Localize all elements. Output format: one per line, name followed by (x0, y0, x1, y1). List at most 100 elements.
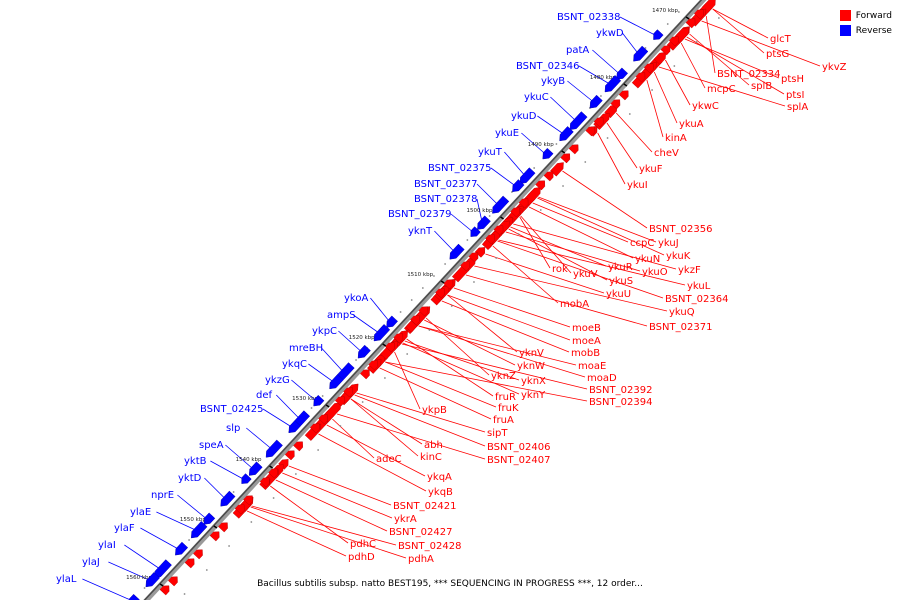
gene-dot (310, 407, 313, 409)
gene-dot (677, 11, 680, 13)
forward-gene-connector-BSNT_02371 (465, 274, 648, 327)
gene-dot (695, 41, 698, 43)
legend-item-forward: Forward (839, 8, 892, 23)
reverse-gene-label-patA: patA (566, 45, 589, 56)
tick-mark-9 (159, 583, 164, 587)
rev-gene-arrow-ykpC (357, 344, 371, 359)
gene-dot (562, 185, 564, 187)
forward-gene-label-ykrA: ykrA (394, 514, 417, 525)
tick-label-6: 1530 kbp (292, 396, 318, 402)
gene-dot (399, 311, 402, 313)
forward-gene-connector-BSNT_02394 (385, 361, 588, 402)
fwd-gene-arrow-block-508 (234, 504, 245, 515)
forward-gene-connector-fruA (379, 367, 492, 420)
reverse-gene-connector-ylaE (156, 511, 198, 532)
gene-dot (143, 587, 146, 589)
reverse-gene-label-slp: slp (226, 423, 240, 434)
gene-dot (555, 143, 558, 145)
fwd-gene-arrow-block-472 (268, 468, 278, 479)
forward-gene-connector-ykuO (505, 231, 641, 272)
fwd-gene-arrow-block-418 (318, 414, 328, 425)
forward-gene-connector-BSNT_02356 (562, 170, 648, 229)
reverse-gene-label-BSNT_02375: BSNT_02375 (428, 163, 491, 174)
reverse-gene-connector-ylaI (124, 544, 162, 571)
gene-dot (410, 299, 413, 301)
forward-gene-connector-ykuN (528, 206, 634, 259)
forward-gene-label-ykuA: ykuA (679, 119, 704, 130)
fwd-gene-arrow-block-265 (460, 261, 470, 272)
reverse-gene-label-ylaJ: ylaJ (82, 557, 100, 568)
genome-backbone (143, 0, 707, 600)
forward-gene-label-ykuS: ykuS (609, 276, 633, 287)
reverse-gene-label-BSNT_02346: BSNT_02346 (516, 61, 579, 72)
reverse-gene-label-yktD: yktD (178, 473, 202, 484)
reverse-gene-label-yktB: yktB (184, 456, 207, 467)
gene-dot (473, 281, 475, 283)
forward-gene-label-abh: abh (424, 440, 443, 451)
gene-dot (205, 569, 208, 571)
rev-gene-arrow-BSNT_02377 (492, 195, 510, 214)
forward-gene-connector-mobA (492, 245, 559, 304)
gene-dot (495, 257, 498, 259)
forward-gene-label-ykzF: ykzF (678, 265, 701, 276)
forward-gene-label-ykuF: ykuF (639, 164, 663, 175)
map-caption: Bacillus subtilis subsp. natto BEST195, … (257, 579, 643, 589)
reverse-gene-connector-BSNT_02375 (490, 167, 518, 188)
fwd-gene-arrow-block-526 (218, 522, 228, 533)
forward-gene-connector-ykuI (597, 132, 626, 185)
fwd-gene-arrow-block-400 (334, 396, 345, 407)
tick-label-8: 1550 kbp (180, 517, 206, 523)
forward-gene-connector-ykuF (606, 122, 638, 169)
tick-label-2: 1490 kbp (528, 142, 554, 148)
forward-gene-connector-ykuK (537, 197, 665, 256)
forward-gene-label-ykpB: ykpB (422, 405, 447, 416)
fwd-gene-arrow-block-553 (193, 549, 203, 560)
forward-gene-label-ykuL: ykuL (687, 281, 711, 292)
reverse-gene-label-ykuT: ykuT (478, 147, 503, 158)
rev-gene-arrow-BSNT_02375 (512, 179, 525, 193)
rev-gene-arrow-ylaE (191, 521, 208, 539)
fwd-gene-arrow-ykuU (474, 247, 486, 258)
forward-gene-connector-fruR (406, 338, 494, 397)
gene-dot (355, 359, 357, 361)
forward-gene-connector-yknX (404, 340, 520, 381)
forward-gene-label-ykuJ: ykuJ (658, 238, 679, 249)
tick-mark-4 (440, 280, 445, 284)
forward-gene-connector-splB (689, 33, 750, 86)
fwd-gene-arrow-block-364 (368, 360, 379, 371)
fwd-gene-arrow-block-562 (184, 558, 195, 569)
forward-gene-connector-ykzF (513, 223, 677, 270)
forward-gene-connector-ykqB (318, 433, 427, 492)
gene-dot (428, 329, 431, 331)
reverse-gene-connector-patA (592, 49, 621, 76)
fwd-gene-arrow-block-130 (585, 126, 596, 137)
forward-gene-connector-ykuJ (538, 196, 657, 243)
forward-gene-label-yknW: yknW (517, 361, 545, 372)
fwd-gene-arrow-block-283 (443, 279, 454, 290)
forward-gene-label-splB: splB (751, 81, 772, 92)
rev-gene-arrow-patA (616, 67, 629, 80)
forward-gene-label-kinA: kinA (665, 133, 687, 144)
rev-gene-arrow-yknT (449, 243, 465, 260)
fwd-gene-arrow-block-94 (618, 90, 629, 101)
gene-dot (228, 545, 230, 547)
gene-arrows (128, 0, 716, 600)
forward-gene-label-ykuO: ykuO (642, 267, 668, 278)
forward-gene-connector-mcpC (680, 42, 706, 89)
gene-dot (384, 377, 386, 379)
gene-dot (717, 17, 720, 19)
gene-dot (339, 425, 342, 427)
forward-gene-label-adeC: adeC (376, 454, 402, 465)
tick-mark-0 (685, 16, 690, 20)
forward-gene-label-ykwC: ykwC (692, 101, 719, 112)
gene-dot (183, 593, 186, 595)
fwd-gene-arrow-block-229 (493, 225, 504, 236)
fwd-gene-arrow-block-13 (693, 9, 704, 20)
gene-dot (321, 395, 324, 397)
rev-gene-arrow-ykzG (313, 394, 325, 407)
forward-gene-connector-pdhD (246, 510, 347, 557)
rev-gene-arrow-ykuC (569, 111, 588, 130)
reverse-gene-connector-ykuT (504, 151, 527, 178)
fwd-gene-arrow-block-292 (435, 288, 445, 299)
fwd-gene-arrow-block-157 (560, 153, 571, 164)
